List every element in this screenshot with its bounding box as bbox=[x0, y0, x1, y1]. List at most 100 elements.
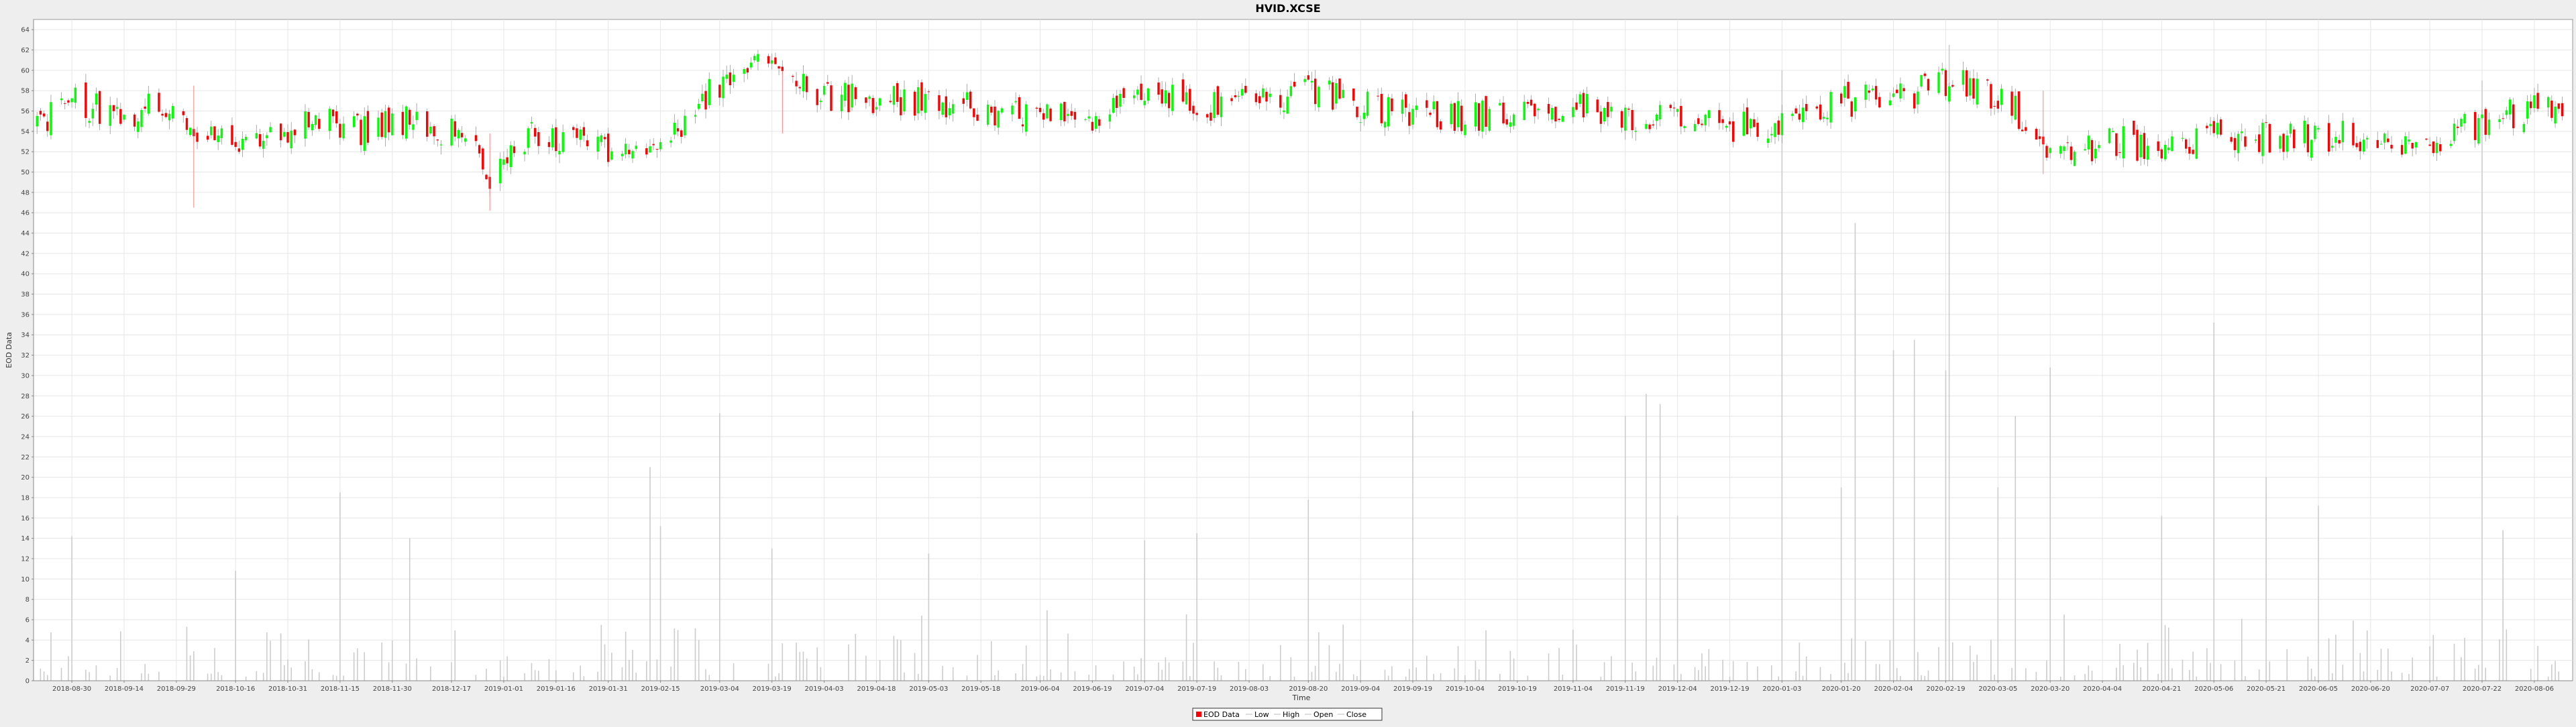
candle-body bbox=[171, 106, 174, 119]
candle-body bbox=[1262, 88, 1265, 98]
candle-body bbox=[1888, 100, 1892, 106]
candles bbox=[36, 50, 2564, 211]
candle-body bbox=[1962, 70, 1965, 85]
candle-body bbox=[2216, 123, 2219, 135]
candle-body bbox=[255, 133, 258, 139]
legend-label-open: Open bbox=[1313, 710, 1333, 719]
candle-body bbox=[1815, 106, 1819, 109]
candle-body bbox=[2449, 144, 2452, 146]
candle-body bbox=[1631, 110, 1633, 131]
candle-body bbox=[1189, 89, 1191, 111]
candle-body bbox=[1087, 116, 1090, 119]
candle-body bbox=[213, 126, 216, 140]
candle-body bbox=[286, 131, 289, 143]
x-tick-label: 2019-01-01 bbox=[484, 685, 523, 693]
candle-body bbox=[2310, 139, 2313, 158]
candle-body bbox=[2010, 91, 2013, 116]
y-tick-label: 0 bbox=[25, 678, 30, 685]
candle-body bbox=[1216, 86, 1219, 115]
candle-body bbox=[951, 104, 955, 114]
candle-body bbox=[266, 135, 268, 139]
candle-body bbox=[1258, 96, 1261, 103]
candle-body bbox=[527, 128, 529, 148]
candle-body bbox=[2118, 152, 2121, 153]
candle-body bbox=[1116, 95, 1118, 108]
candle-body bbox=[2327, 123, 2330, 152]
candle-body bbox=[2512, 104, 2515, 129]
x-tick-label: 2020-03-05 bbox=[1978, 685, 2017, 693]
candle-body bbox=[680, 130, 683, 137]
candle-body bbox=[1944, 70, 1947, 97]
candle-body bbox=[965, 92, 969, 100]
candle-body bbox=[802, 74, 805, 92]
candle-body bbox=[2122, 126, 2125, 159]
candle-body bbox=[1523, 101, 1525, 121]
candle-body bbox=[1000, 108, 1004, 113]
candle-body bbox=[2136, 129, 2139, 161]
candle-body bbox=[1046, 104, 1049, 119]
candle-body bbox=[2265, 122, 2267, 123]
candle-body bbox=[1140, 83, 1142, 100]
candle-body bbox=[990, 107, 993, 113]
candle-body bbox=[241, 138, 244, 150]
candle-body bbox=[2192, 150, 2194, 154]
candle-body bbox=[798, 87, 801, 89]
candle-body bbox=[409, 109, 411, 125]
candle-body bbox=[1502, 103, 1505, 123]
x-tick-label: 2019-07-04 bbox=[1125, 685, 1164, 693]
candle-body bbox=[596, 136, 599, 152]
candle-body bbox=[1509, 122, 1512, 127]
candle-body bbox=[994, 106, 996, 125]
candle-body bbox=[1742, 111, 1745, 136]
volume-bars bbox=[40, 44, 2560, 681]
candle-body bbox=[732, 74, 735, 82]
candle-body bbox=[123, 115, 125, 120]
candle-body bbox=[1986, 79, 1989, 81]
candle-body bbox=[1059, 103, 1063, 121]
candle-body bbox=[1843, 86, 1846, 98]
candle-body bbox=[39, 111, 42, 115]
candle-body bbox=[1798, 113, 1801, 120]
candle-body bbox=[1693, 123, 1697, 131]
candle-body bbox=[509, 145, 513, 168]
x-axis-label: Time bbox=[1292, 693, 1311, 702]
candle-body bbox=[582, 127, 586, 136]
candle-body bbox=[405, 106, 408, 139]
y-tick-label: 20 bbox=[21, 474, 30, 482]
candle-body bbox=[1499, 103, 1501, 106]
x-tick-label: 2020-02-19 bbox=[1926, 685, 1965, 693]
x-tick-label: 2020-05-06 bbox=[2194, 685, 2233, 693]
candle-body bbox=[892, 86, 896, 105]
candle-body bbox=[1380, 94, 1383, 123]
candle-body bbox=[2314, 125, 2316, 139]
candle-body bbox=[2087, 135, 2090, 150]
candle-body bbox=[1021, 124, 1024, 127]
candle-body bbox=[722, 76, 724, 99]
y-tick-label: 60 bbox=[21, 67, 30, 74]
candle-body bbox=[1244, 86, 1247, 93]
x-tick-label: 2020-05-21 bbox=[2247, 685, 2286, 693]
candle-body bbox=[945, 96, 948, 117]
candle-body bbox=[1035, 107, 1038, 109]
candle-body bbox=[2439, 144, 2442, 152]
candle-body bbox=[231, 125, 233, 145]
candle-body bbox=[2133, 121, 2135, 135]
candle-body bbox=[655, 149, 659, 150]
candle-body bbox=[551, 128, 554, 148]
candle-body bbox=[140, 109, 143, 127]
candle-body bbox=[903, 89, 906, 112]
candle-body bbox=[2432, 141, 2435, 154]
candle-body bbox=[1167, 93, 1171, 109]
candle-body bbox=[1429, 112, 1432, 115]
candle-body bbox=[2021, 129, 2024, 131]
x-tick-label: 2018-08-30 bbox=[52, 685, 91, 693]
candle-body bbox=[2195, 128, 2198, 159]
candle-body bbox=[725, 74, 728, 79]
candle-body bbox=[1084, 119, 1087, 120]
candle-body bbox=[1415, 105, 1417, 111]
candle-body bbox=[1485, 96, 1487, 127]
candle-body bbox=[2219, 119, 2222, 135]
candle-body bbox=[2508, 99, 2512, 115]
candle-body bbox=[2331, 146, 2334, 148]
